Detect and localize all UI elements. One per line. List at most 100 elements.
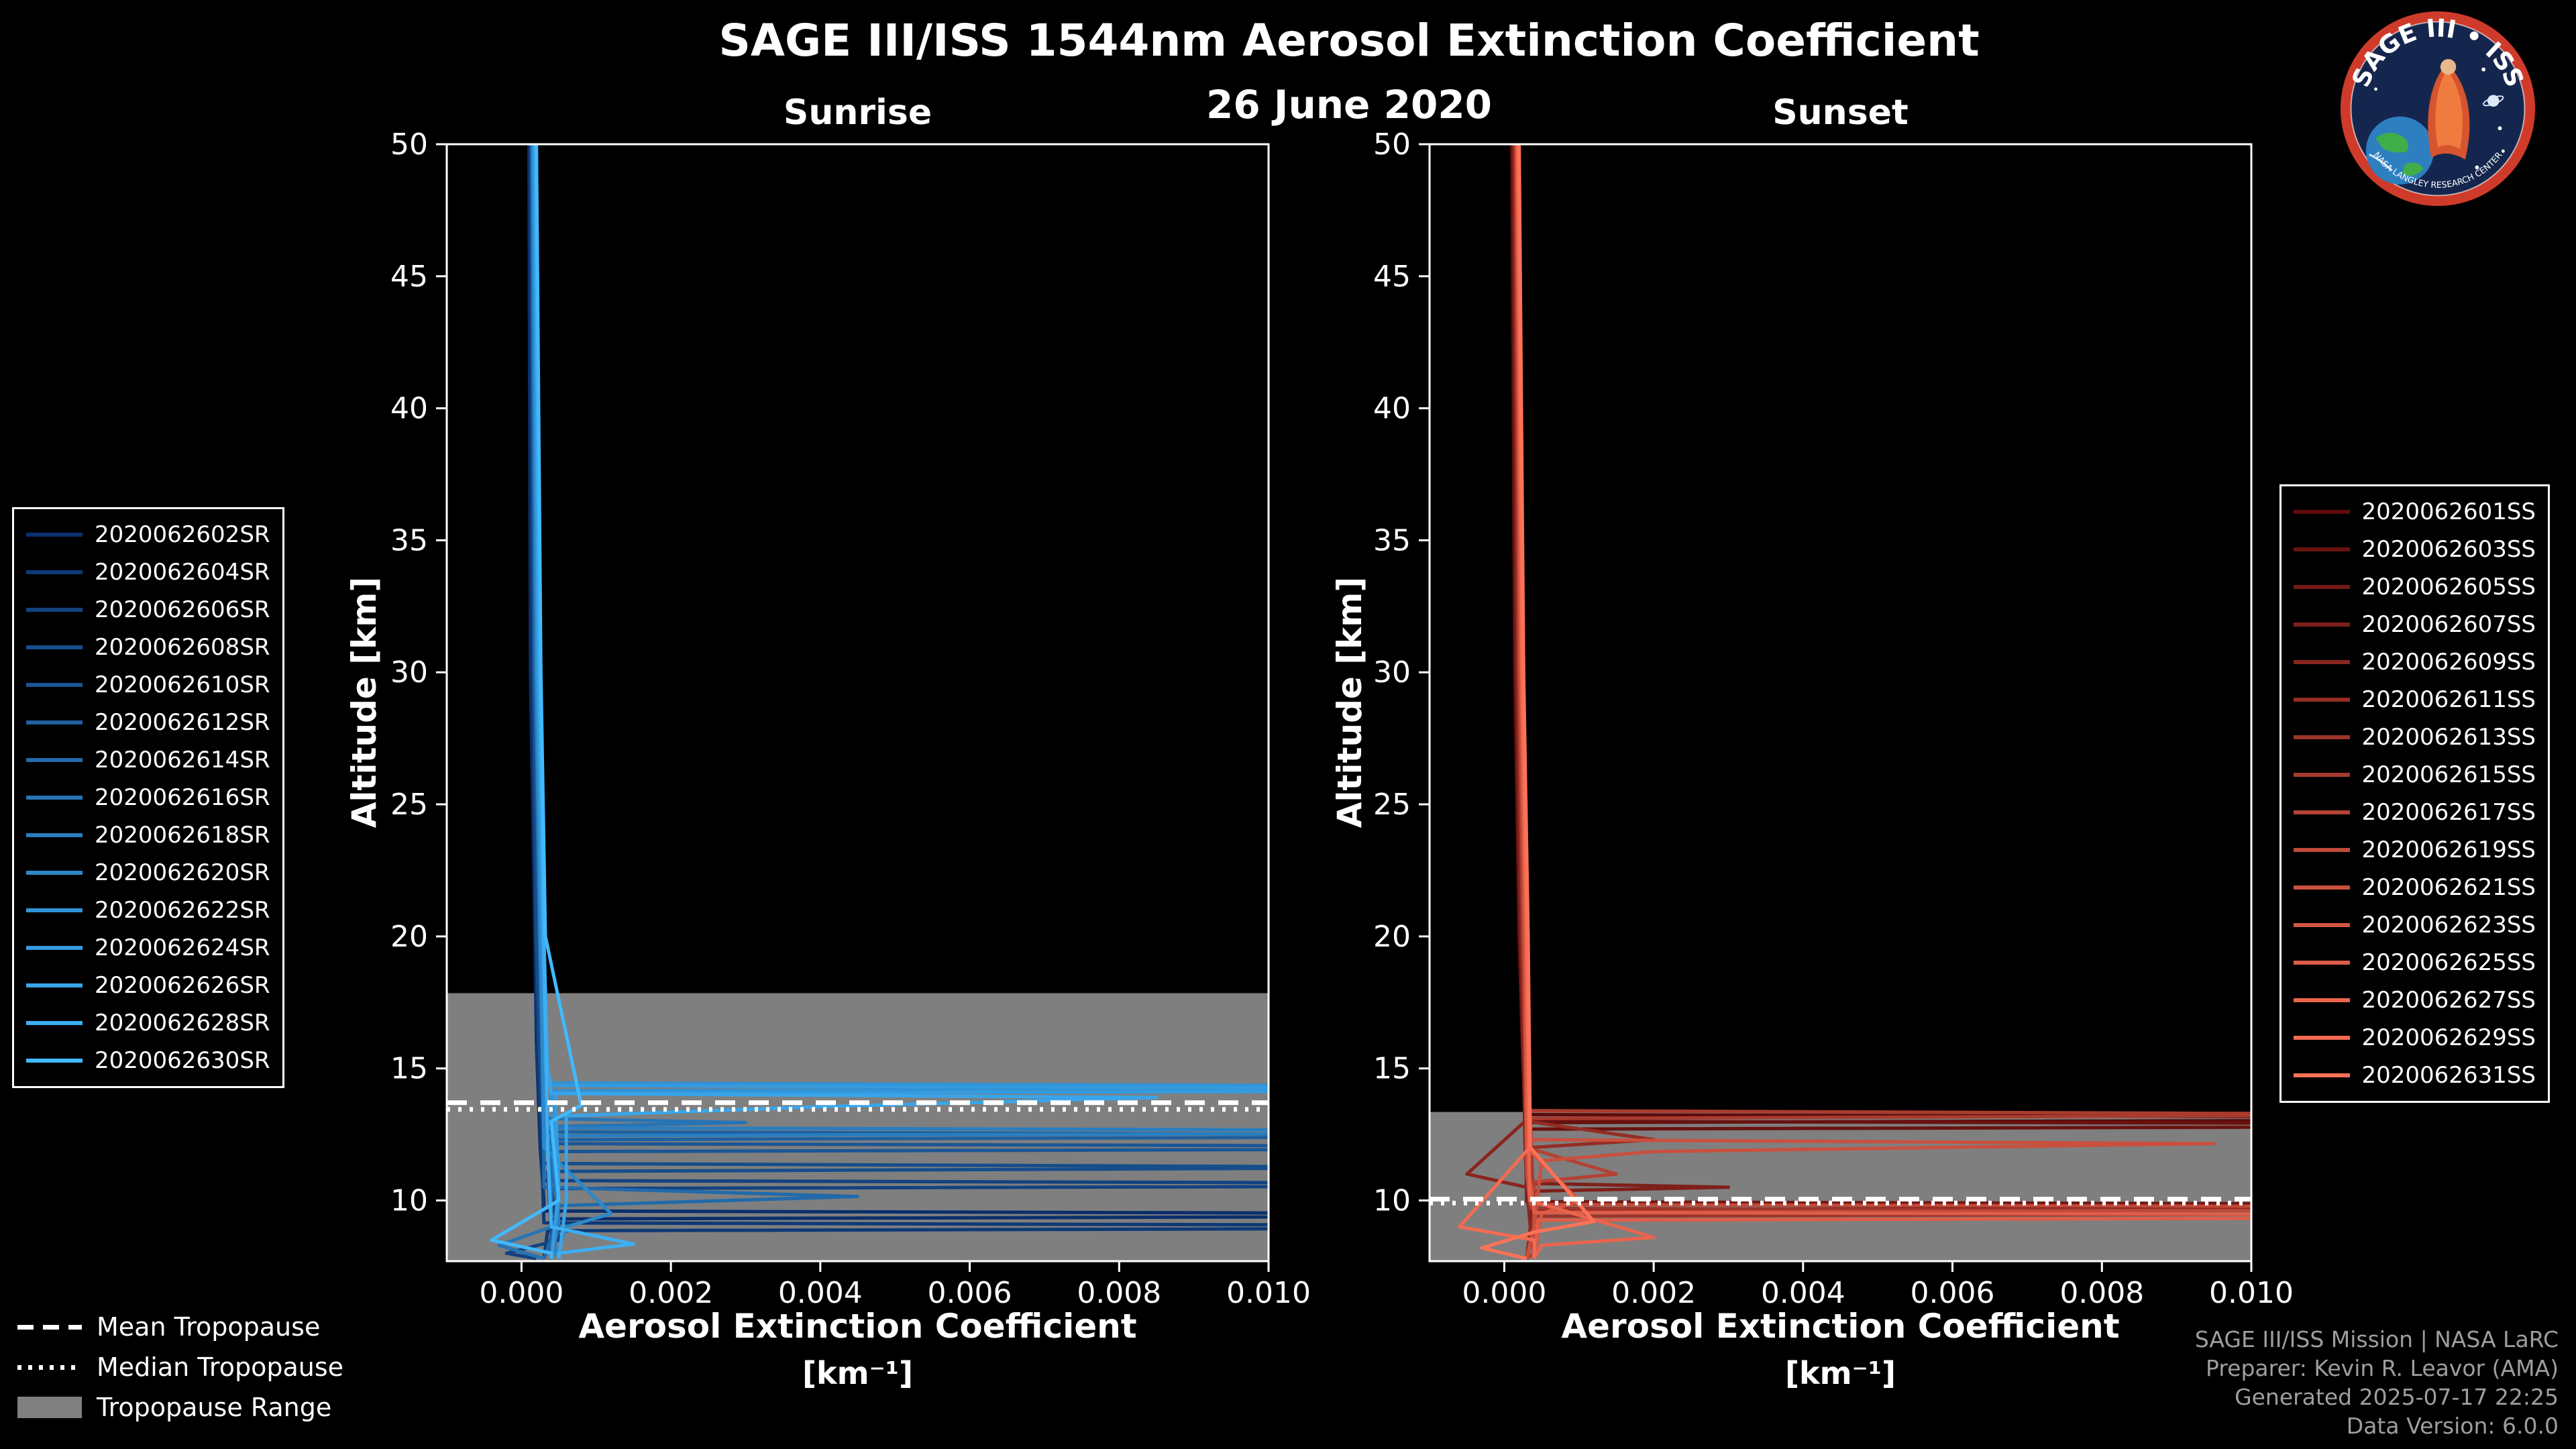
- legend-label: 2020062622SR: [95, 897, 270, 924]
- legend-label: 2020062627SS: [2361, 987, 2536, 1014]
- legend-item: 2020062628SR: [26, 1004, 270, 1042]
- legend-item: 2020062627SS: [2293, 981, 2536, 1019]
- mean-tropopause-label: Mean Tropopause: [97, 1312, 321, 1342]
- median-tropopause-dot-icon: [17, 1364, 82, 1370]
- legend-line-icon: [2293, 547, 2350, 551]
- y-tick-label: 15: [1373, 1052, 1411, 1086]
- y-tick-label: 40: [1373, 392, 1411, 426]
- legend-label: 2020062629SS: [2361, 1024, 2536, 1051]
- legend-line-icon: [2293, 510, 2350, 514]
- legend-label: 2020062601SS: [2361, 498, 2536, 525]
- panel-plot-sunrise: 0.000 0.002 0.004 0.006 0.008 0.010 10 15 20 25 30…: [390, 127, 1311, 1310]
- legend-item: 2020062613SS: [2293, 718, 2536, 756]
- legend-line-icon: [26, 608, 83, 612]
- legend-label: 2020062616SR: [95, 784, 270, 811]
- logo-figure: [2428, 59, 2470, 160]
- legend-label: 2020062614SR: [95, 747, 270, 773]
- x-tick-label: 0.010: [2209, 1276, 2294, 1310]
- sunset-y-axis-label: Altitude [km]: [1330, 576, 1369, 828]
- legend-label: 2020062612SR: [95, 709, 270, 736]
- y-tick-label: 40: [390, 392, 428, 426]
- legend-line-icon: [26, 946, 83, 950]
- legend-label: 2020062615SS: [2361, 761, 2536, 788]
- legend-item: 2020062610SR: [26, 666, 270, 704]
- series-line-2020062621SS: [1515, 144, 2216, 1259]
- legend-line-icon: [2293, 1036, 2350, 1040]
- y-tick-label: 10: [390, 1184, 428, 1218]
- legend-item: 2020062604SR: [26, 553, 270, 591]
- legend-label: 2020062628SR: [95, 1010, 270, 1036]
- sunrise-panel-title: Sunrise: [783, 93, 932, 133]
- legend-item: 2020062605SS: [2293, 568, 2536, 606]
- legend-label: 2020062610SR: [95, 672, 270, 698]
- legend-item: 2020062615SS: [2293, 756, 2536, 794]
- legend-line-icon: [2293, 773, 2350, 777]
- tropopause-range-legend-item: Tropopause Range: [17, 1387, 343, 1428]
- legend-label: 2020062630SR: [95, 1047, 270, 1074]
- x-tick-label: 0.006: [1911, 1276, 1995, 1310]
- legend-item: 2020062623SS: [2293, 906, 2536, 944]
- plot-frame: [1428, 143, 2253, 1263]
- tropopause-range-label: Tropopause Range: [97, 1393, 332, 1422]
- legend-item: 2020062614SR: [26, 741, 270, 779]
- legend-line-icon: [2293, 1073, 2350, 1077]
- legend-line-icon: [2293, 848, 2350, 852]
- y-tick-label: 30: [1373, 655, 1411, 690]
- logo-planet: [2483, 95, 2504, 107]
- legend-label: 2020062613SS: [2361, 724, 2536, 751]
- legend-item: 2020062606SR: [26, 591, 270, 629]
- legend-label: 2020062604SR: [95, 559, 270, 586]
- x-tick-label: 0.000: [1462, 1276, 1546, 1310]
- y-tick-label: 25: [390, 788, 428, 822]
- legend-label: 2020062625SS: [2361, 949, 2536, 976]
- series-line-2020062607SS: [1512, 144, 1730, 1259]
- legend-item: 2020062616SR: [26, 779, 270, 816]
- legend-item: 2020062609SS: [2293, 643, 2536, 681]
- x-tick-label: 0.002: [1611, 1276, 1696, 1310]
- legend-item: 2020062601SS: [2293, 493, 2536, 531]
- tropopause-range-patch-icon: [17, 1397, 82, 1418]
- legend-item: 2020062608SR: [26, 629, 270, 666]
- credit-mission: SAGE III/ISS Mission | NASA LaRC: [2194, 1326, 2559, 1353]
- series-line-2020062627SS: [1515, 144, 1656, 1260]
- legend-label: 2020062608SR: [95, 634, 270, 661]
- y-tick-label: 45: [1373, 260, 1411, 294]
- legend-item: 2020062631SS: [2293, 1057, 2536, 1094]
- median-tropopause-label: Median Tropopause: [97, 1352, 343, 1382]
- legend-label: 2020062620SR: [95, 859, 270, 886]
- legend-item: 2020062603SS: [2293, 531, 2536, 568]
- legend-item: 2020062607SS: [2293, 606, 2536, 643]
- legend-item: 2020062618SR: [26, 816, 270, 854]
- legend-item: 2020062602SR: [26, 516, 270, 553]
- y-tick-label: 35: [1373, 523, 1411, 557]
- y-tick-label: 25: [1373, 788, 1411, 822]
- legend-line-icon: [26, 683, 83, 687]
- legend-label: 2020062605SS: [2361, 574, 2536, 600]
- legend-item: 2020062619SS: [2293, 831, 2536, 869]
- legend-line-icon: [2293, 810, 2350, 814]
- legend-label: 2020062623SS: [2361, 912, 2536, 938]
- legend-label: 2020062611SS: [2361, 686, 2536, 713]
- y-tick-label: 45: [390, 260, 428, 294]
- legend-label: 2020062619SS: [2361, 837, 2536, 863]
- legend-line-icon: [2293, 735, 2350, 739]
- legend-label: 2020062618SR: [95, 822, 270, 849]
- legend-line-icon: [26, 570, 83, 574]
- legend-line-icon: [26, 871, 83, 875]
- mean-tropopause-dash-icon: [17, 1324, 82, 1330]
- legend-line-icon: [2293, 885, 2350, 890]
- legend-item: 2020062617SS: [2293, 794, 2536, 831]
- legend-label: 2020062609SS: [2361, 649, 2536, 676]
- credits-block: SAGE III/ISS Mission | NASA LaRC Prepare…: [2195, 1326, 2559, 1441]
- credit-generated: Generated 2025-07-17 22:25: [2235, 1384, 2559, 1411]
- y-tick-label: 15: [390, 1052, 428, 1086]
- y-tick-label: 30: [390, 655, 428, 690]
- legend-line-icon: [26, 645, 83, 649]
- legend-item: 2020062625SS: [2293, 944, 2536, 981]
- tropopause-range-band: [1430, 1112, 2251, 1261]
- x-tick-label: 0.004: [778, 1276, 863, 1310]
- legend-line-icon: [26, 983, 83, 987]
- mean-tropopause-legend-item: Mean Tropopause: [17, 1307, 343, 1347]
- sunset-x-axis-label: Aerosol Extinction Coefficient: [1561, 1307, 2120, 1346]
- y-tick-label: 20: [390, 920, 428, 954]
